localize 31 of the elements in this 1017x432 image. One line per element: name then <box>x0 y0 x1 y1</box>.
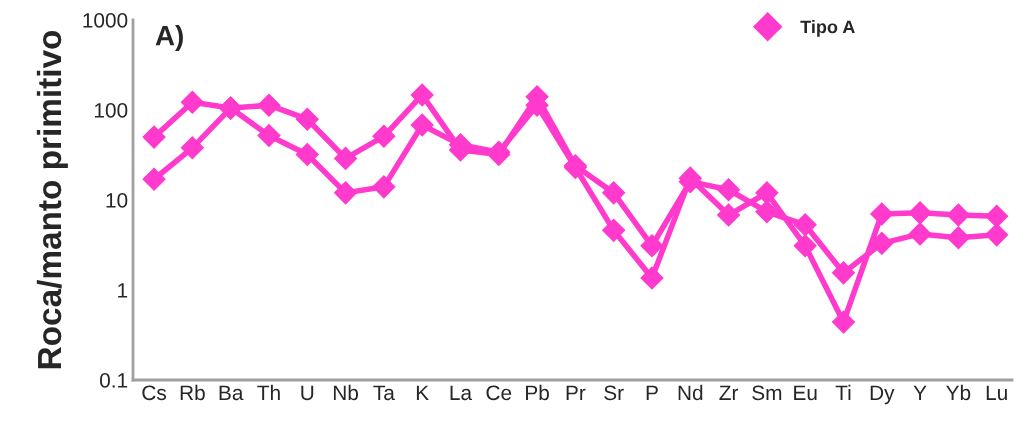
y-tick-label: 1 <box>118 283 128 298</box>
x-tick-label: Y <box>913 385 927 400</box>
x-tick-label: Ta <box>373 385 395 401</box>
x-tick-label: La <box>450 385 473 401</box>
x-tick-label: Eu <box>794 385 817 401</box>
x-tick-label: Ce <box>486 385 512 401</box>
x-tick-label: K <box>416 385 429 400</box>
x-tick-label: Cs <box>142 385 167 401</box>
x-tick-label: Pr <box>566 385 586 400</box>
x-tick-label: Nd <box>678 384 703 401</box>
x-tick-label: Dy <box>870 385 895 405</box>
y-tick-label: 1000 <box>83 13 128 28</box>
x-tick-label: Ti <box>835 384 851 400</box>
x-tick-label: Ba <box>219 385 244 401</box>
x-tick-label: Nb <box>333 384 359 401</box>
x-tick-label: P <box>646 385 658 400</box>
x-tick-label: Sm <box>752 385 782 401</box>
x-tick-label: U <box>301 385 314 401</box>
x-tick-label: Lu <box>986 385 1007 401</box>
x-tick-label: Zr <box>719 385 739 400</box>
y-axis-title: Roca/manto primitivo <box>36 30 68 369</box>
y-tick-label: 0.1 <box>99 373 128 388</box>
y-tick-label: 10 <box>106 193 128 208</box>
x-tick-label: Th <box>257 384 280 400</box>
x-tick-label: Sr <box>604 385 624 401</box>
x-tick-label: Pb <box>526 384 549 401</box>
y-tick-label: 100 <box>94 103 128 118</box>
x-tick-label: Rb <box>180 384 205 401</box>
x-tick-label: Yb <box>946 384 971 401</box>
chart-title: A) <box>155 25 183 51</box>
legend-label: Tipo A <box>800 20 855 37</box>
